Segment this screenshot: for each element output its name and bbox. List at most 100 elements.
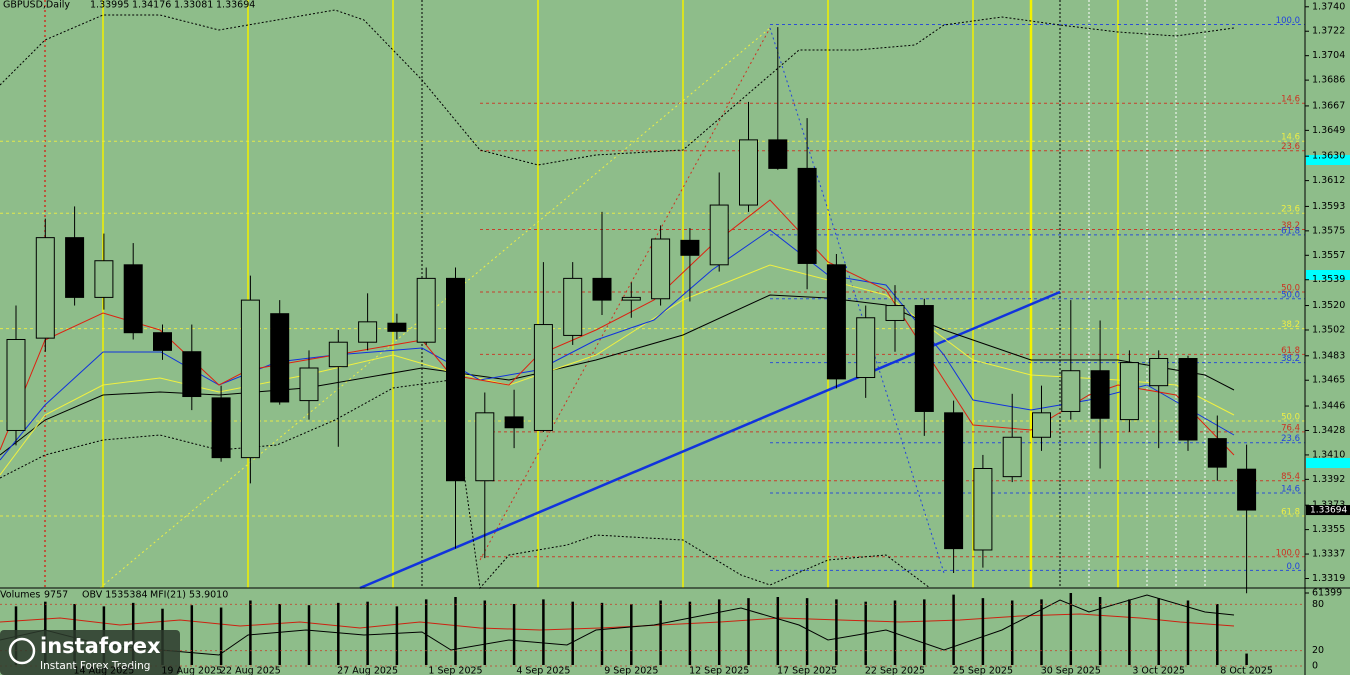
candle-body	[621, 296, 641, 301]
candle-body	[1207, 438, 1227, 468]
candle-body	[768, 139, 788, 169]
bollinger-upper	[0, 9, 1235, 166]
candle-body	[6, 338, 26, 431]
candle-body	[592, 277, 612, 301]
y-tick-label: 1.3520	[1312, 300, 1345, 311]
candle-body	[1032, 412, 1051, 438]
y-tick-label: 1.3355	[1312, 524, 1345, 535]
candle-body	[475, 412, 495, 482]
candle-body	[182, 351, 202, 398]
logo-box	[0, 630, 180, 675]
y-tick-label: 1.3465	[1312, 375, 1345, 386]
fib-tool-line	[479, 27, 771, 561]
fib-label: 61.8	[1281, 346, 1300, 356]
candle-body	[94, 260, 114, 298]
x-tick-label: 8 Oct 2025	[1220, 666, 1273, 675]
candle-body	[651, 238, 671, 300]
price-highlight	[1306, 458, 1350, 468]
fib-label: 38.2	[1281, 320, 1300, 330]
obv-line	[0, 594, 1235, 656]
y-tick-label: 1.3392	[1312, 474, 1345, 485]
ohlc-value: 1.33995	[90, 0, 129, 11]
trend-line	[359, 290, 1061, 590]
last-price-label: 1.33694	[1310, 506, 1347, 516]
candle-body	[328, 341, 348, 368]
x-tick-label: 30 Sep 2025	[1041, 666, 1101, 675]
y-tick-label: 1.3630	[1312, 151, 1345, 162]
candle-body	[123, 264, 143, 334]
moving-average	[0, 294, 1235, 456]
candle-body	[416, 277, 436, 343]
candle-body	[65, 237, 85, 298]
fib-layer: 100.014.614.623.623.638.261.850.050.038.…	[0, 16, 1305, 572]
y-tick-label: 1.3686	[1312, 75, 1345, 86]
candle-body	[944, 412, 964, 550]
mfi-tick-label: 0	[1312, 661, 1318, 672]
candle-body	[211, 397, 231, 459]
candle-body	[1178, 358, 1198, 441]
y-tick-label: 1.3539	[1312, 274, 1345, 285]
ohlc-readout: 1.33995 1.34176 1.33081 1.33694	[90, 0, 255, 11]
volume-readout: 9757	[44, 590, 68, 601]
fib-label: 38.2	[1281, 221, 1300, 231]
candle-body	[826, 264, 846, 380]
fib-label: 85.4	[1281, 472, 1300, 482]
y-tick-label: 1.3704	[1312, 50, 1345, 61]
y-tick-label: 1.3740	[1312, 1, 1345, 12]
fib-label: 100.0	[1276, 548, 1300, 558]
mfi-label: MFI(21) 53.9010	[150, 590, 228, 601]
y-tick-label: 1.3557	[1312, 250, 1345, 261]
logo-name: instaforex	[40, 634, 161, 658]
x-tick-label: 14 Aug 2025	[73, 666, 134, 675]
fib-label: 100.0	[1276, 16, 1300, 26]
y-tick-label: 1.3722	[1312, 26, 1345, 37]
y-tick-label: 1.3337	[1312, 549, 1345, 560]
candle-body	[1090, 370, 1110, 419]
candle-body	[1002, 436, 1022, 478]
x-tick-label: 22 Sep 2025	[865, 666, 925, 675]
candle-body	[1061, 370, 1081, 412]
separators	[44, 0, 1206, 588]
fib-label: 0.0	[1286, 562, 1300, 572]
candle-body	[387, 322, 407, 332]
candle-body	[240, 299, 260, 459]
y-tick-label: 1.3410	[1312, 449, 1345, 460]
candle-body	[797, 167, 817, 264]
y-tick-label: 1.3428	[1312, 425, 1345, 436]
fib-label: 50.0	[1281, 290, 1300, 300]
y-tick-label: 1.3575	[1312, 225, 1345, 236]
candle-body	[856, 317, 876, 379]
x-tick-label: 27 Aug 2025	[337, 666, 398, 675]
y-tick-label: 1.3502	[1312, 324, 1345, 335]
logo: instaforex Instant Forex Trading	[0, 630, 180, 675]
x-tick-label: 25 Sep 2025	[953, 666, 1013, 675]
logo-icon	[8, 637, 36, 665]
candle-body	[1119, 362, 1139, 421]
fib-label: 76.4	[1281, 423, 1300, 433]
x-tick-label: 17 Sep 2025	[777, 666, 837, 675]
price-axis: 1.3740 1.3722 1.3704 1.3686 1.3667 1.3649 1.36…	[1305, 1, 1350, 584]
candle-body	[504, 416, 524, 429]
candle-body	[914, 305, 934, 412]
fib-label: 61.8	[1281, 226, 1300, 236]
y-tick-label: 1.3446	[1312, 401, 1345, 412]
volume-tick-label: 61399	[1312, 588, 1342, 599]
last-price-box	[1306, 505, 1350, 516]
mfi-line	[0, 613, 1235, 631]
fib-label: 23.6	[1281, 142, 1300, 152]
candle-body	[35, 237, 55, 339]
moving-average	[0, 199, 1235, 456]
fib-label: 23.6	[1281, 434, 1300, 444]
x-tick-label: 22 Aug 2025	[220, 666, 281, 675]
ohlc-value: 1.33694	[216, 0, 255, 11]
y-tick-label: 1.3593	[1312, 201, 1345, 212]
candle-body	[270, 313, 290, 403]
candle-body	[709, 204, 729, 266]
y-tick-label: 1.3612	[1312, 175, 1345, 186]
x-tick-label: 9 Sep 2025	[604, 666, 658, 675]
ohlc-value: 1.33081	[174, 0, 213, 11]
y-tick-label: 1.3649	[1312, 125, 1345, 136]
